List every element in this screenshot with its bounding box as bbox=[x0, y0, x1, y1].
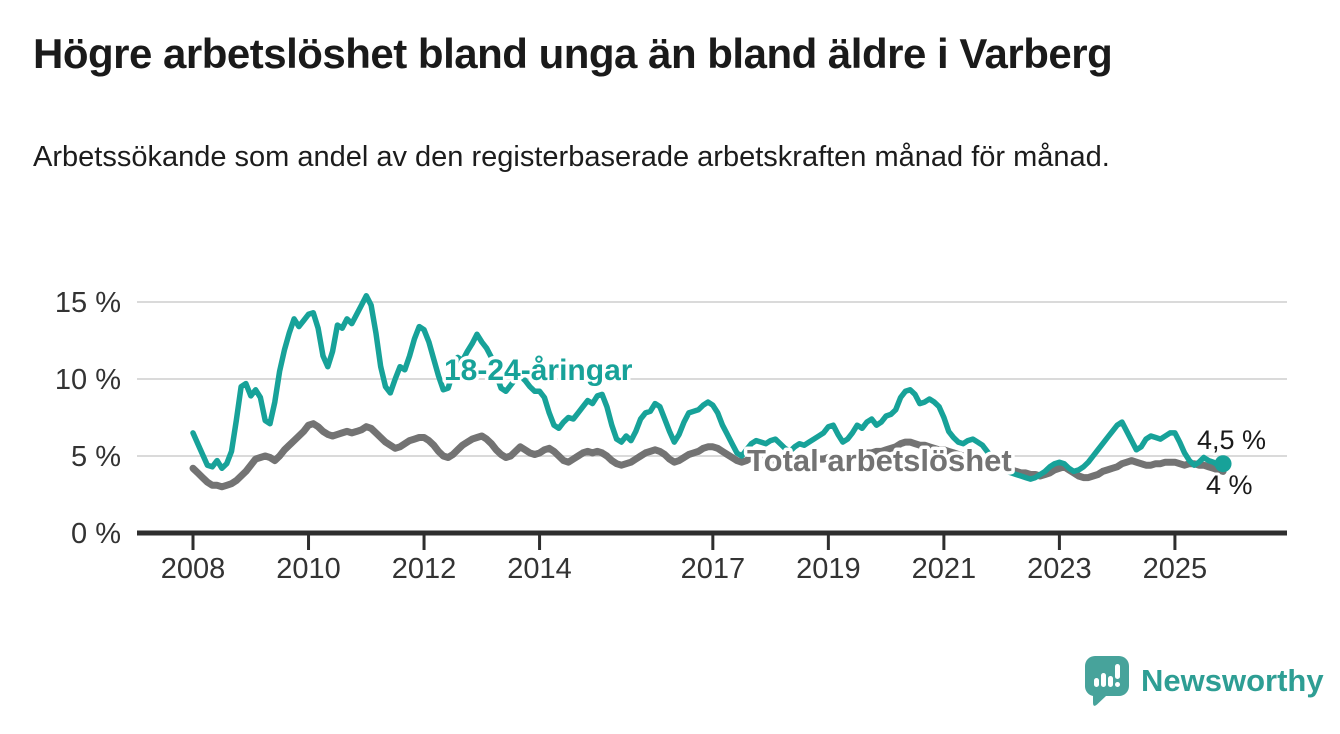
logo-exclamation-dot bbox=[1115, 682, 1120, 687]
y-tick-label-10: 10 % bbox=[55, 364, 121, 396]
series-line-total bbox=[189, 420, 1227, 491]
series-label-total: Total arbetslöshet bbox=[747, 443, 1012, 478]
x-tick-label-2010: 2010 bbox=[276, 553, 341, 585]
newsworthy-logo: Newsworthy bbox=[1085, 656, 1324, 706]
series-end-dot bbox=[1214, 455, 1232, 473]
x-tick-label-2012: 2012 bbox=[392, 553, 457, 585]
series-line-youth bbox=[190, 293, 1226, 482]
x-tick-label-2019: 2019 bbox=[796, 553, 861, 585]
series-label-youth: 18-24-åringar bbox=[444, 354, 633, 387]
logo-bar-small bbox=[1094, 678, 1099, 687]
newsworthy-logo-text: Newsworthy bbox=[1141, 663, 1324, 698]
chart-subtitle: Arbetssökande som andel av den registerb… bbox=[33, 141, 1110, 173]
x-tick-label-2014: 2014 bbox=[507, 553, 572, 585]
x-tick-label-2008: 2008 bbox=[161, 553, 226, 585]
chart-title: Högre arbetslöshet bland unga än bland ä… bbox=[33, 30, 1113, 77]
x-tick-label-2017: 2017 bbox=[681, 553, 746, 585]
y-tick-label-0: 0 % bbox=[71, 518, 121, 550]
logo-bubble-shape bbox=[1085, 656, 1129, 706]
y-tick-label-5: 5 % bbox=[71, 441, 121, 473]
y-tick-label-15: 15 % bbox=[55, 287, 121, 319]
x-tick-label-2023: 2023 bbox=[1027, 553, 1092, 585]
end-value-label-total: 4 % bbox=[1206, 470, 1253, 500]
logo-bar-medium bbox=[1108, 676, 1113, 687]
newsworthy-logo-icon bbox=[1085, 656, 1129, 706]
logo-exclamation-bar bbox=[1115, 664, 1120, 679]
x-tick-label-2025: 2025 bbox=[1143, 553, 1208, 585]
logo-bar-tall bbox=[1101, 673, 1106, 687]
x-tick-label-2021: 2021 bbox=[912, 553, 977, 585]
end-value-label-youth: 4,5 % bbox=[1197, 425, 1266, 455]
